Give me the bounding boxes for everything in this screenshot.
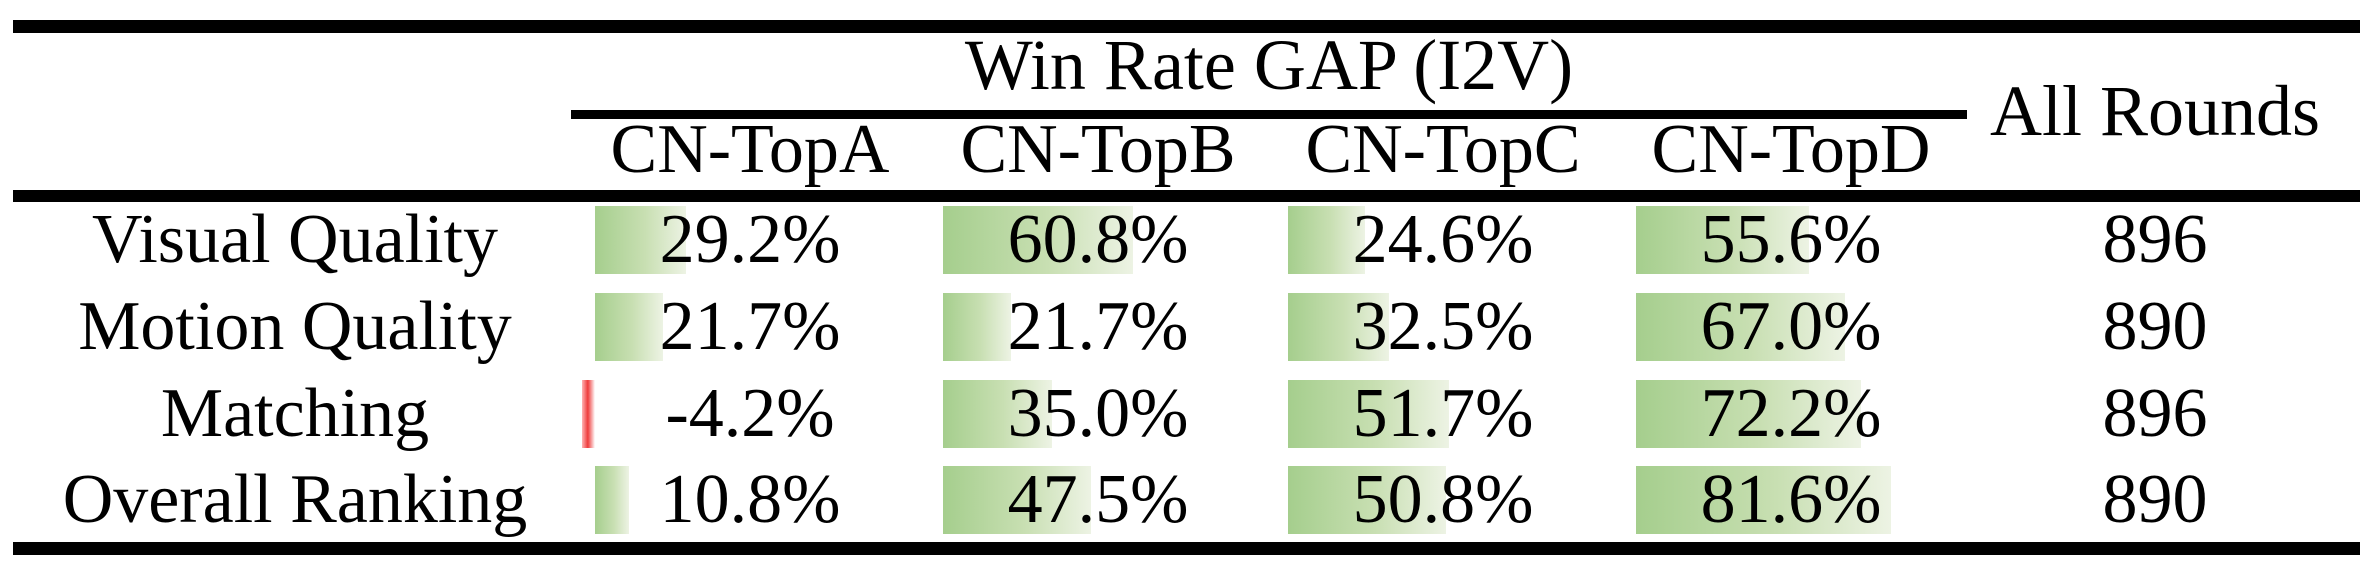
win-rate-bar <box>595 206 687 274</box>
win-rate-value: 32.5% <box>1352 288 1534 365</box>
row-label: Motion Quality <box>78 288 512 365</box>
win-rate-cell: 81.6% <box>1636 461 1946 538</box>
win-rate-value: 55.6% <box>1700 201 1882 278</box>
all-rounds-value: 896 <box>2102 375 2208 452</box>
all-rounds-value: 896 <box>2102 201 2208 278</box>
win-rate-cell: 72.2% <box>1636 375 1946 452</box>
win-rate-cell: 55.6% <box>1636 201 1946 278</box>
win-rate-bar <box>1288 466 1447 534</box>
row-label: Visual Quality <box>91 201 499 278</box>
win-rate-bar <box>595 466 629 534</box>
column-header-cn-topd: CN-TopD <box>1651 111 1931 188</box>
win-rate-cell: 29.2% <box>595 201 905 278</box>
win-rate-cell: -4.2% <box>581 375 905 452</box>
win-rate-bar <box>1636 466 1891 534</box>
win-rate-bar <box>1288 293 1390 361</box>
win-rate-cell: 10.8% <box>595 461 905 538</box>
win-rate-cell: 24.6% <box>1288 201 1598 278</box>
win-rate-bar-negative <box>581 380 595 448</box>
win-rate-bar <box>943 206 1133 274</box>
win-rate-bar <box>595 293 663 361</box>
win-rate-value: 72.2% <box>1700 375 1882 452</box>
all-rounds-header: All Rounds <box>1989 71 2321 151</box>
row-label: Matching <box>160 375 430 452</box>
win-rate-bar <box>943 380 1053 448</box>
win-rate-value: 21.7% <box>659 288 841 365</box>
win-rate-cell: 67.0% <box>1636 288 1946 365</box>
column-header-cn-topc: CN-TopC <box>1305 111 1581 188</box>
span-header-title: Win Rate GAP (I2V) <box>964 25 1574 105</box>
win-rate-value: 60.8% <box>1007 201 1189 278</box>
span-header-underline <box>571 110 1967 119</box>
win-rate-bar <box>943 293 1011 361</box>
win-rate-bar <box>1636 206 1810 274</box>
win-rate-bar <box>943 466 1092 534</box>
win-rate-cell: 47.5% <box>943 461 1253 538</box>
row-label: Overall Ranking <box>62 461 528 538</box>
column-header-cn-topb: CN-TopB <box>960 111 1236 188</box>
win-rate-cell: 35.0% <box>943 375 1253 452</box>
win-rate-value: 51.7% <box>1352 375 1534 452</box>
table-row: Overall Ranking 10.8% 47.5% 50.8% 81.6% … <box>0 461 2374 538</box>
win-rate-bar <box>1288 206 1365 274</box>
win-rate-value: 67.0% <box>1700 288 1882 365</box>
win-rate-cell: 32.5% <box>1288 288 1598 365</box>
table-row: Visual Quality 29.2% 60.8% 24.6% 55.6% 8… <box>0 201 2374 278</box>
win-rate-cell: 60.8% <box>943 201 1253 278</box>
win-rate-cell: 21.7% <box>595 288 905 365</box>
win-rate-value: -4.2% <box>665 375 835 452</box>
win-rate-value: 81.6% <box>1700 461 1882 538</box>
win-rate-value: 24.6% <box>1352 201 1534 278</box>
win-rate-bar <box>1636 293 1846 361</box>
win-rate-cell: 51.7% <box>1288 375 1598 452</box>
win-rate-value: 50.8% <box>1352 461 1534 538</box>
all-rounds-value: 890 <box>2102 461 2208 538</box>
column-header-cn-topa: CN-TopA <box>610 111 890 188</box>
top-rule <box>13 20 2360 33</box>
win-rate-value: 35.0% <box>1007 375 1189 452</box>
win-rate-cell: 50.8% <box>1288 461 1598 538</box>
all-rounds-value: 890 <box>2102 288 2208 365</box>
win-rate-value: 10.8% <box>659 461 841 538</box>
win-rate-cell: 21.7% <box>943 288 1253 365</box>
bottom-rule <box>13 542 2360 555</box>
table-row: Matching -4.2% 35.0% 51.7% 72.2% 896 <box>0 375 2374 452</box>
win-rate-bar <box>1636 380 1862 448</box>
header-rule <box>13 190 2360 202</box>
win-rate-value: 47.5% <box>1007 461 1189 538</box>
table-row: Motion Quality 21.7% 21.7% 32.5% 67.0% 8… <box>0 288 2374 365</box>
win-rate-value: 29.2% <box>659 201 841 278</box>
win-rate-bar <box>1288 380 1450 448</box>
win-rate-value: 21.7% <box>1007 288 1189 365</box>
